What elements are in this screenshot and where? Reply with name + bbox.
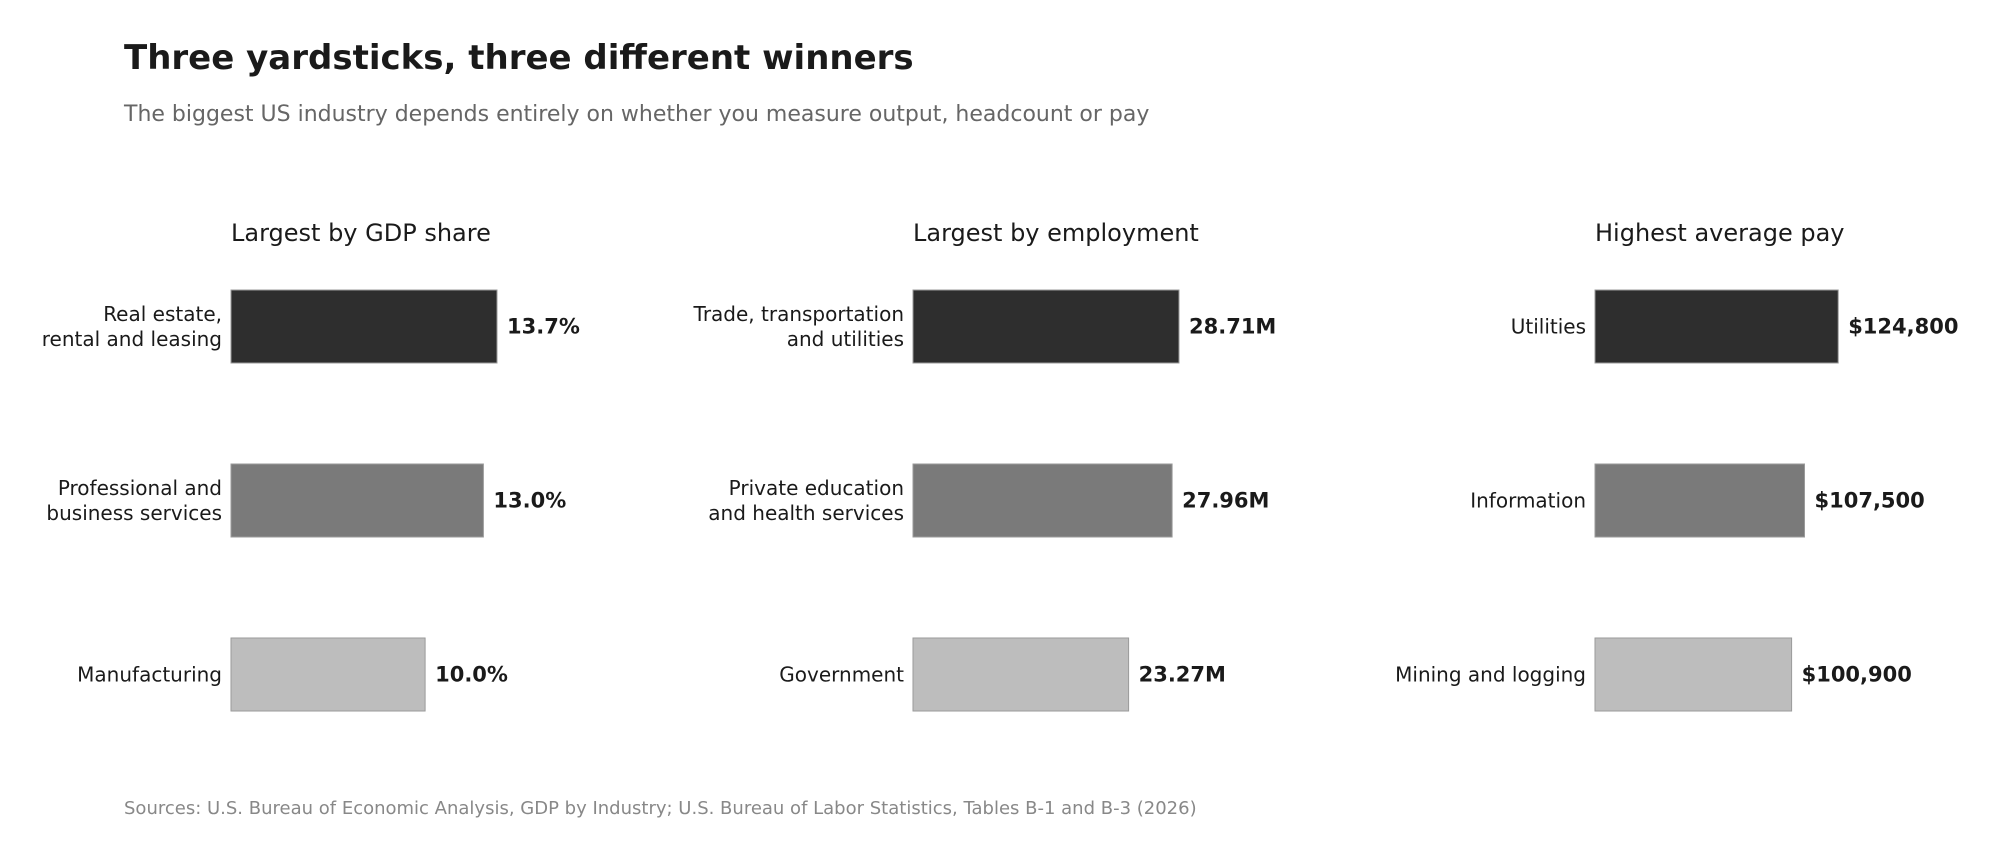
panel-title: Highest average pay xyxy=(1595,219,1845,247)
category-label: Trade, transportation and utilities xyxy=(693,302,904,351)
value-label: 10.0% xyxy=(435,663,508,687)
bar xyxy=(912,637,1130,712)
bar xyxy=(1594,637,1793,712)
bar xyxy=(1594,289,1839,364)
value-label: 13.7% xyxy=(507,315,580,339)
category-label: Government xyxy=(779,663,904,687)
source-note: Sources: U.S. Bureau of Economic Analysi… xyxy=(124,798,1197,819)
value-label: 27.96M xyxy=(1182,489,1269,513)
value-label: $124,800 xyxy=(1848,315,1958,339)
panel-3: Highest average pay $124,800 Utilities $107… xyxy=(1395,219,1958,712)
value-label: $107,500 xyxy=(1815,489,1925,513)
category-label: Private education and health services xyxy=(708,476,904,525)
bar xyxy=(912,289,1180,364)
panel-title: Largest by employment xyxy=(913,219,1199,247)
value-label: $100,900 xyxy=(1802,663,1912,687)
category-label: Utilities xyxy=(1511,315,1586,339)
bar xyxy=(230,637,426,712)
value-label: 13.0% xyxy=(493,489,566,513)
bar xyxy=(1594,463,1805,538)
chart-subtitle: The biggest US industry depends entirely… xyxy=(124,102,1150,127)
panel-2: Largest by employment 28.71M Trade, transp… xyxy=(693,219,1276,712)
bar xyxy=(912,463,1173,538)
category-label: Real estate, rental and leasing xyxy=(42,302,222,351)
chart-title: Three yardsticks, three different winner… xyxy=(124,38,914,78)
panel-title: Largest by GDP share xyxy=(231,219,491,247)
bar xyxy=(230,463,484,538)
category-label: Manufacturing xyxy=(77,663,222,687)
panel-1: Largest by GDP share 13.7% Real estate, ren… xyxy=(42,219,580,712)
category-label: Information xyxy=(1470,489,1586,513)
category-label: Professional and business services xyxy=(46,476,222,525)
value-label: 28.71M xyxy=(1189,315,1276,339)
bar xyxy=(230,289,498,364)
category-label: Mining and logging xyxy=(1395,663,1586,687)
value-label: 23.27M xyxy=(1139,663,1226,687)
